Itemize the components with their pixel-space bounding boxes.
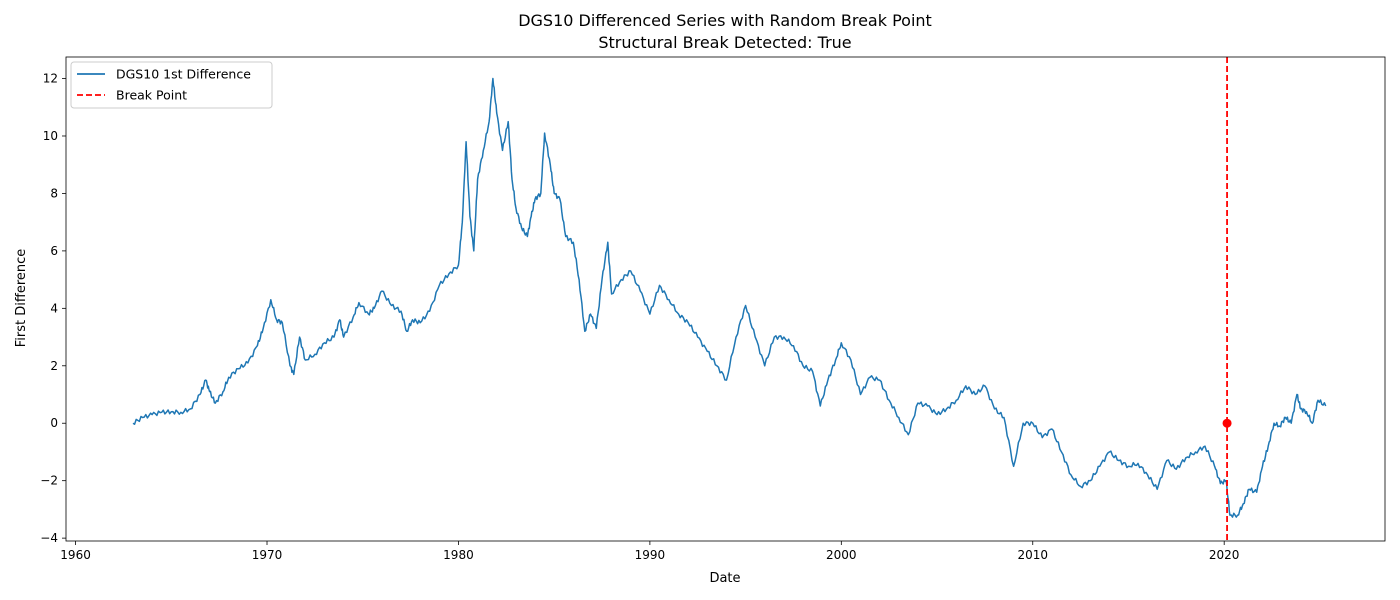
plot-area [132,57,1327,541]
y-tick-label: −2 [40,474,58,488]
chart-subtitle: Structural Break Detected: True [598,33,851,52]
x-tick-label: 2000 [826,548,857,562]
x-tick-label: 1980 [443,548,474,562]
break-point-marker [1222,418,1232,428]
legend: DGS10 1st Difference Break Point [70,61,273,109]
y-tick-label: −4 [40,531,58,545]
plot-frame [65,56,1386,542]
x-axis: 1960 1970 1980 1990 2000 2010 2020 [60,541,1239,562]
chart-title: DGS10 Differenced Series with Random Bre… [518,11,932,30]
x-tick-label: 1960 [60,548,91,562]
x-axis-label: Date [709,571,740,586]
x-tick-label: 1990 [635,548,666,562]
y-tick-label: 0 [50,416,58,430]
x-tick-label: 1970 [252,548,283,562]
y-tick-label: 6 [50,244,58,258]
legend-label-break: Break Point [116,88,187,103]
legend-box [70,61,273,109]
series-line-dgs10 [132,77,1327,518]
y-tick-label: 10 [43,129,58,143]
x-tick-label: 2020 [1209,548,1240,562]
y-tick-label: 2 [50,359,58,373]
x-tick-label: 2010 [1017,548,1048,562]
y-tick-label: 4 [50,301,58,315]
y-axis: −4 −2 0 2 4 6 8 10 12 [40,72,66,545]
y-tick-label: 8 [50,186,58,200]
y-tick-label: 12 [43,72,58,86]
legend-label-series: DGS10 1st Difference [116,67,251,82]
y-axis-label: First Difference [14,249,29,348]
